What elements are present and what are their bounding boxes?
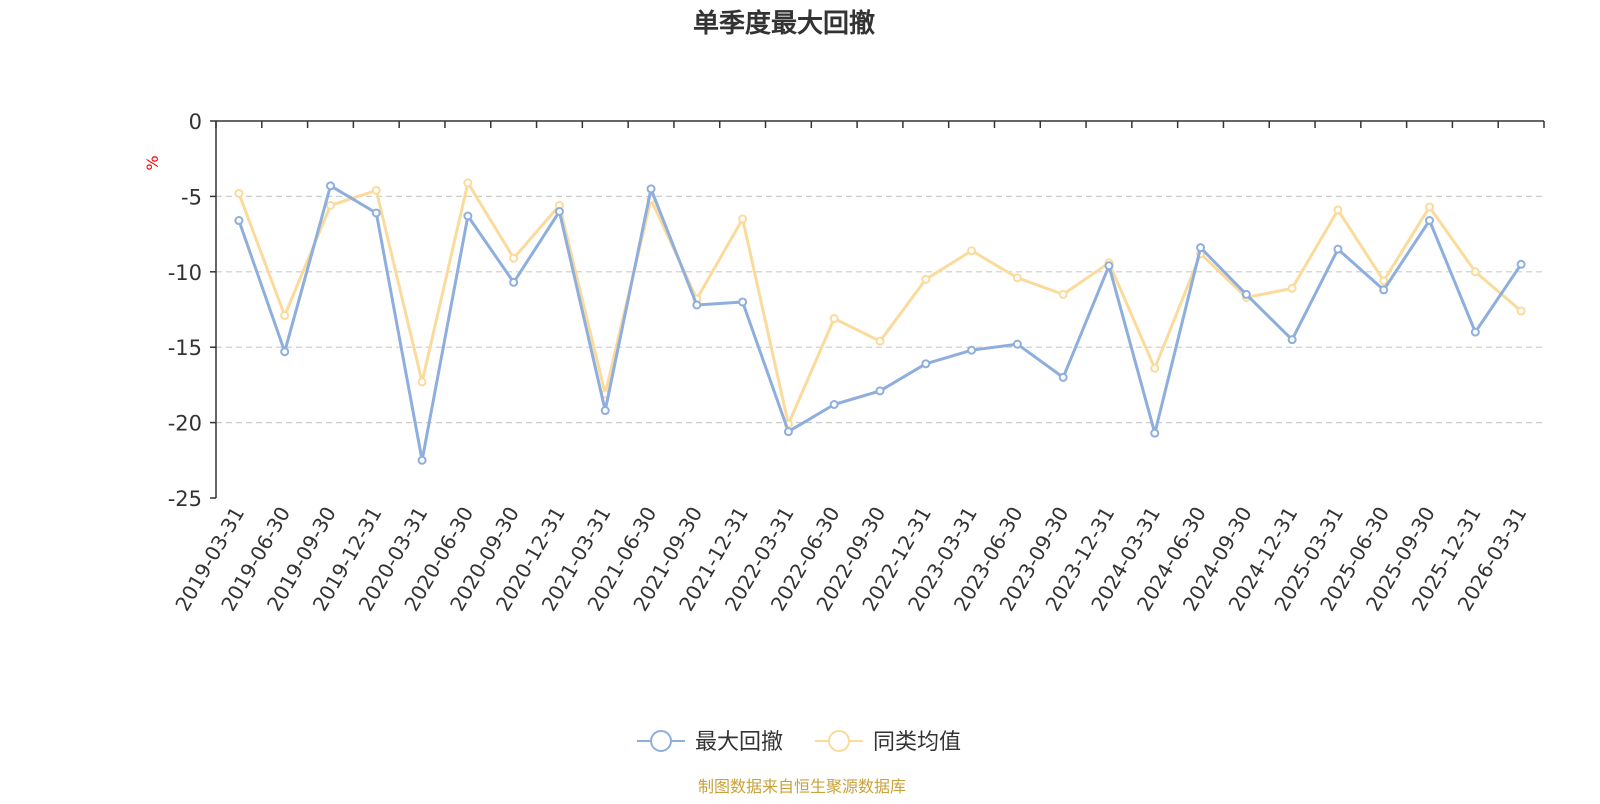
data-point[interactable] (1058, 372, 1068, 382)
data-point[interactable] (554, 206, 564, 216)
data-point[interactable] (1241, 289, 1251, 299)
data-point[interactable] (463, 211, 473, 221)
data-point[interactable] (1196, 243, 1206, 253)
data-point[interactable] (1287, 335, 1297, 345)
data-point[interactable] (1333, 244, 1343, 254)
data-point[interactable] (875, 336, 885, 346)
data-point[interactable] (417, 455, 427, 465)
y-tick-label: -5 (181, 185, 202, 209)
data-point[interactable] (875, 386, 885, 396)
data-point[interactable] (417, 377, 427, 387)
data-point[interactable] (325, 181, 335, 191)
y-tick-label: -25 (168, 487, 202, 511)
data-point[interactable] (509, 253, 519, 263)
y-tick-label: 0 (189, 110, 202, 134)
data-point[interactable] (1425, 216, 1435, 226)
data-point[interactable] (1150, 428, 1160, 438)
data-point[interactable] (280, 311, 290, 321)
x-tick-labels: 2019-03-312019-06-302019-09-302019-12-31… (170, 503, 1531, 616)
data-point[interactable] (967, 246, 977, 256)
legend[interactable]: 最大回撤 同类均值 (637, 730, 961, 755)
y-tick-label: -20 (168, 412, 202, 436)
legend-item-max-drawdown[interactable]: 最大回撤 (637, 730, 783, 755)
data-point[interactable] (1150, 363, 1160, 373)
legend-circle-icon (650, 730, 672, 752)
gridlines (216, 195, 1544, 424)
y-tick-labels: 0 -5 -10 -15 -20 -25 (168, 110, 202, 511)
data-point[interactable] (921, 274, 931, 284)
data-point[interactable] (1333, 205, 1343, 215)
data-point[interactable] (1425, 202, 1435, 212)
data-point[interactable] (1012, 339, 1022, 349)
data-point[interactable] (234, 188, 244, 198)
data-point[interactable] (1470, 267, 1480, 277)
axes (210, 120, 1545, 499)
data-point[interactable] (1379, 285, 1389, 295)
data-source-note: 制图数据来自恒生聚源数据库 (698, 777, 906, 796)
data-point[interactable] (692, 300, 702, 310)
data-point[interactable] (967, 345, 977, 355)
data-point[interactable] (829, 400, 839, 410)
data-point[interactable] (783, 427, 793, 437)
data-point[interactable] (921, 359, 931, 369)
data-point[interactable] (509, 277, 519, 287)
series-0 (234, 181, 1526, 465)
data-point[interactable] (600, 406, 610, 416)
data-point[interactable] (325, 200, 335, 210)
data-point[interactable] (1516, 306, 1526, 316)
y-axis-unit: % (143, 155, 162, 170)
legend-item-peer-average[interactable]: 同类均值 (815, 730, 961, 755)
legend-circle-icon (828, 730, 850, 752)
data-point[interactable] (1104, 261, 1114, 271)
data-point[interactable] (234, 216, 244, 226)
data-point[interactable] (1287, 283, 1297, 293)
data-point[interactable] (371, 208, 381, 218)
legend-label: 同类均值 (873, 730, 961, 755)
data-point[interactable] (1516, 259, 1526, 269)
data-point[interactable] (463, 178, 473, 188)
data-point[interactable] (646, 184, 656, 194)
data-point[interactable] (1379, 276, 1389, 286)
y-tick-label: -10 (168, 261, 202, 285)
data-point[interactable] (280, 347, 290, 357)
series-1 (234, 178, 1526, 429)
series-lines (234, 178, 1526, 465)
y-tick-label: -15 (168, 336, 202, 360)
chart-title: 单季度最大回撤 (693, 8, 875, 39)
legend-label: 最大回撤 (695, 730, 783, 755)
data-point[interactable] (829, 314, 839, 324)
data-point[interactable] (1470, 327, 1480, 337)
data-point[interactable] (738, 214, 748, 224)
data-point[interactable] (738, 297, 748, 307)
data-point[interactable] (371, 185, 381, 195)
data-point[interactable] (1012, 273, 1022, 283)
data-point[interactable] (1058, 289, 1068, 299)
